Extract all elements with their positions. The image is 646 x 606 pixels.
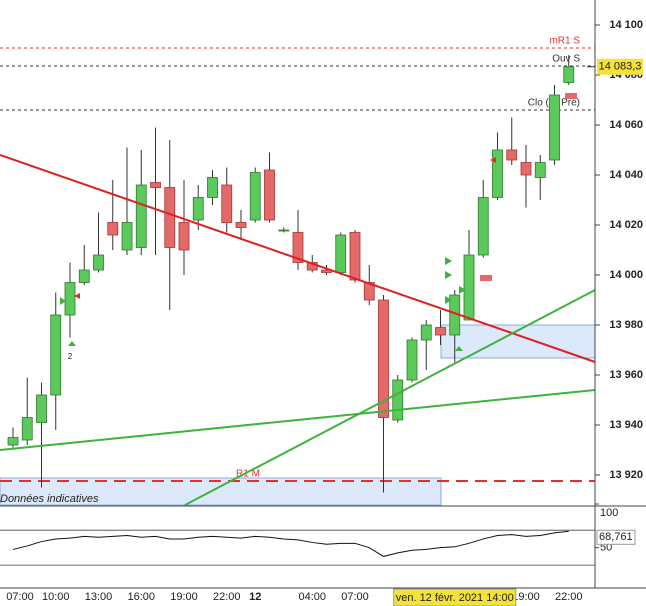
- crosshair-box: [393, 588, 517, 606]
- candle-body: [534, 162, 546, 178]
- signal-marker: [565, 93, 577, 99]
- x-tick-label: 07:00: [341, 591, 369, 603]
- x-tick-label: 16:00: [127, 591, 155, 603]
- signal-marker: [445, 271, 452, 279]
- y-tick-label: 13 920: [609, 469, 643, 481]
- candle-body: [150, 182, 161, 188]
- candle-body: [64, 282, 76, 316]
- candle-body: [164, 187, 176, 248]
- candle-body: [93, 254, 104, 271]
- candle-body: [249, 172, 261, 221]
- candle-body: [278, 229, 290, 232]
- candle-body: [207, 177, 218, 198]
- x-tick-label: 12: [249, 591, 261, 603]
- candle-body: [292, 232, 304, 263]
- signal-marker: [459, 286, 466, 294]
- candle-body: [178, 222, 190, 251]
- y-tick-label: 13 980: [609, 319, 643, 331]
- candle-body: [520, 162, 532, 176]
- y-tick-label: 14 020: [609, 219, 643, 231]
- signal-marker: [490, 157, 496, 163]
- candle-body: [107, 222, 119, 236]
- level-label: Ouv S: [552, 54, 580, 65]
- candle-body: [492, 149, 503, 198]
- candle-body: [549, 94, 560, 161]
- trend-line: [0, 389, 596, 451]
- current-price-box: [597, 58, 643, 75]
- y-tick-label: 14 000: [609, 269, 643, 281]
- signal-marker: [445, 296, 452, 304]
- oscillator-value-label: 68,761: [599, 531, 633, 543]
- x-tick-label: 19:00: [512, 591, 540, 603]
- candle-body: [477, 197, 489, 256]
- x-tick-label: 10:00: [42, 591, 70, 603]
- candle-body: [406, 339, 418, 381]
- candle-body: [221, 184, 233, 223]
- candle-body: [463, 254, 475, 321]
- candle-body: [563, 66, 575, 83]
- x-tick-label: 07:00: [6, 591, 34, 603]
- signal-marker: [68, 341, 76, 346]
- candle-body: [7, 437, 19, 446]
- candle-body: [121, 222, 133, 251]
- candle-body: [506, 149, 518, 161]
- candle-body: [349, 232, 361, 281]
- candle-body: [192, 197, 204, 221]
- signal-marker: [74, 293, 80, 299]
- y-tick-label: 13 960: [609, 369, 643, 381]
- candle-body: [335, 234, 347, 273]
- oscillator-value-box: [596, 529, 636, 545]
- signal-marker: [455, 346, 463, 351]
- x-tick-label: 22:00: [555, 591, 583, 603]
- level-label: R1 M: [236, 469, 260, 480]
- oscillator-line: [12, 530, 569, 557]
- candle-body: [392, 379, 404, 421]
- signal-marker: [60, 297, 66, 305]
- x-tick-label: 04:00: [298, 591, 326, 603]
- current-price-label: 14 083,3: [599, 61, 642, 73]
- crosshair-label: ven. 12 févr. 2021 14:00: [396, 592, 514, 604]
- oscillator-tick-label: 100: [600, 507, 618, 519]
- x-tick-label: 19:00: [170, 591, 198, 603]
- candle-body: [135, 184, 147, 248]
- x-tick-label: 13:00: [85, 591, 113, 603]
- signal-marker: [445, 257, 452, 265]
- candle-body: [78, 269, 90, 283]
- signal-marker: [480, 275, 492, 281]
- candle-body: [420, 324, 432, 341]
- trend-line: [184, 289, 596, 506]
- zone: [0, 477, 442, 506]
- y-tick-label: 14 040: [609, 169, 643, 181]
- trend-line: [0, 154, 596, 363]
- y-tick-label: 14 060: [609, 119, 643, 131]
- candle-body: [435, 327, 446, 336]
- candle-body: [36, 394, 47, 423]
- candle-body: [264, 169, 275, 221]
- candle-body: [21, 417, 33, 441]
- candle-body: [378, 299, 389, 418]
- x-tick-label: 22:00: [213, 591, 241, 603]
- level-label: mR1 S: [549, 36, 580, 47]
- y-tick-label: 13 940: [609, 419, 643, 431]
- note: Données indicatives: [0, 493, 99, 505]
- marker-label: 2: [68, 352, 73, 361]
- candle-body: [50, 314, 62, 396]
- candle-body: [235, 222, 247, 228]
- y-tick-label: 14 100: [609, 19, 643, 31]
